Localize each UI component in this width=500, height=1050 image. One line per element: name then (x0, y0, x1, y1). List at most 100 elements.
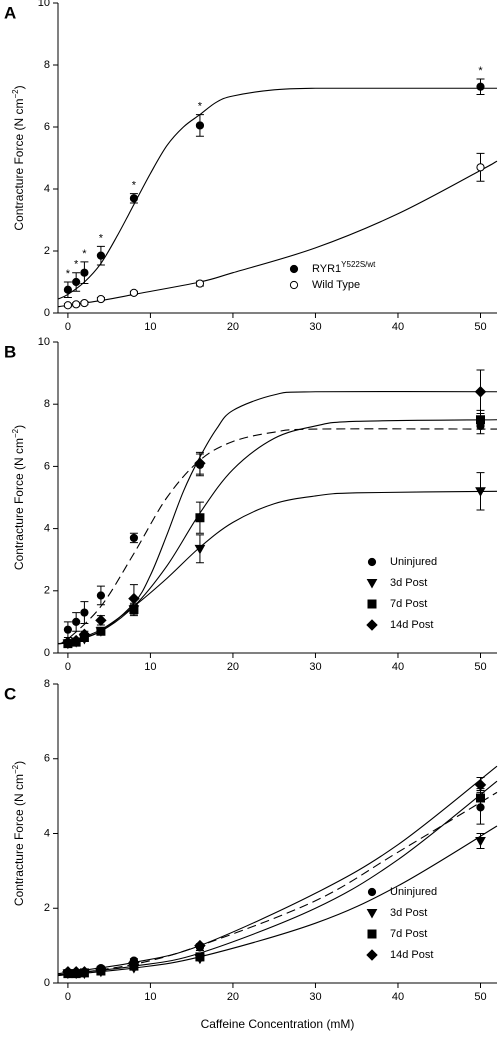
y-axis-label: Contracture Force (N cm−2) (11, 425, 27, 570)
data-point (63, 301, 73, 310)
legend-marker (366, 619, 378, 631)
data-point (128, 956, 140, 969)
data-point (96, 626, 106, 636)
y-axis-label-sup: −2 (11, 764, 20, 774)
legend-marker (366, 909, 378, 919)
data-point (195, 279, 205, 288)
data-point (194, 544, 206, 555)
y-axis-label-text: Contracture Force (N cm (12, 774, 26, 906)
data-point (476, 163, 485, 172)
data-point (475, 415, 485, 425)
y-tick-label: 0 (44, 307, 50, 319)
y-tick-label: 0 (44, 977, 50, 989)
data-point (476, 82, 485, 91)
fit-curve (57, 765, 498, 975)
y-tick-label: 6 (44, 753, 50, 765)
x-tick-label: 40 (392, 991, 404, 1003)
data-point (95, 614, 107, 627)
legend-marker (367, 887, 377, 897)
axis-line (57, 684, 497, 984)
data-point (475, 793, 485, 803)
data-point (63, 625, 73, 634)
data-point (474, 386, 487, 398)
legend-name: 3d Post (390, 907, 427, 919)
data-point (63, 285, 73, 294)
panel: C 0 2 4 6 8 0 10 20 30 40 50 Contracture Force (N cm… (4, 678, 498, 1031)
data-point (78, 628, 91, 641)
y-tick-label: 8 (44, 678, 50, 690)
y-tick-label: 6 (44, 460, 50, 472)
data-point (80, 608, 89, 617)
x-tick-label: 20 (227, 991, 239, 1003)
x-tick-label: 0 (65, 661, 71, 673)
panel-label: B (4, 342, 16, 361)
y-tick-label: 2 (44, 245, 50, 257)
y-tick-label: 8 (44, 59, 50, 71)
legend-label: Uninjured (390, 556, 437, 568)
x-tick-label: 20 (227, 661, 239, 673)
x-tick-label: 50 (474, 321, 486, 333)
legend-name: Wild Type (312, 279, 360, 291)
y-tick-label: 2 (44, 902, 50, 914)
y-axis-label: Contracture Force (N cm−2) (11, 85, 27, 230)
x-tick-label: 40 (392, 661, 404, 673)
significance-mark: * (82, 248, 87, 260)
x-tick-label: 10 (144, 321, 156, 333)
legend-label: 3d Post (390, 907, 427, 919)
x-tick-label: 50 (474, 661, 486, 673)
x-axis-label: Caffeine Concentration (mM) (201, 1017, 355, 1031)
legend-name: 7d Post (390, 598, 427, 610)
legend-label: 7d Post (390, 598, 427, 610)
significance-mark: * (66, 268, 71, 280)
legend-marker (366, 579, 378, 589)
panel-label: A (4, 3, 16, 22)
legend-marker (367, 929, 377, 939)
legend-label: RYR1Y522S/wt (312, 260, 376, 275)
data-point (72, 300, 81, 309)
data-point (72, 617, 81, 626)
legend-label: 14d Post (390, 619, 433, 631)
data-point (62, 966, 74, 978)
legend-marker (366, 949, 378, 961)
fit-curve (57, 780, 498, 976)
y-tick-label: 0 (44, 647, 50, 659)
y-axis-label-end: ) (12, 761, 26, 765)
data-point (194, 457, 206, 469)
x-tick-label: 10 (144, 991, 156, 1003)
legend-label: 3d Post (390, 577, 427, 589)
fit-curve (57, 390, 498, 645)
data-point (96, 591, 106, 600)
data-point (128, 592, 140, 605)
data-point (475, 836, 486, 847)
y-axis-label-text: Contracture Force (N cm (12, 438, 26, 570)
axis-line (57, 3, 497, 314)
legend-marker (367, 599, 377, 609)
x-tick-label: 0 (65, 321, 71, 333)
x-tick-label: 30 (309, 321, 321, 333)
y-tick-label: 2 (44, 585, 50, 597)
legend-name: Uninjured (390, 886, 437, 898)
data-point (95, 964, 107, 976)
data-point (70, 966, 82, 978)
data-point (72, 277, 81, 287)
data-point (80, 298, 89, 308)
y-tick-label: 8 (44, 398, 50, 410)
y-axis-label: Contracture Force (N cm−2) (11, 761, 27, 906)
legend-name: 7d Post (390, 928, 427, 940)
axis-line (57, 342, 497, 654)
panel: B 0 2 4 6 8 10 0 10 20 30 40 50 Contracture Force (N … (4, 336, 498, 673)
legend-label: Wild Type (312, 279, 360, 291)
data-point (195, 952, 205, 962)
legend-label: Uninjured (390, 886, 437, 898)
y-axis-label-end: ) (12, 85, 26, 89)
data-point (474, 779, 487, 791)
fit-curve (57, 419, 498, 645)
panel: A 0 2 4 6 8 10 0 10 20 30 40 50 Contracture Force (N … (4, 0, 498, 333)
legend-marker (289, 280, 299, 290)
y-tick-label: 10 (38, 0, 50, 9)
data-point (475, 487, 486, 497)
y-axis-label-end: ) (12, 425, 26, 429)
legend-label: 14d Post (390, 949, 433, 961)
legend-name: 3d Post (390, 577, 427, 589)
